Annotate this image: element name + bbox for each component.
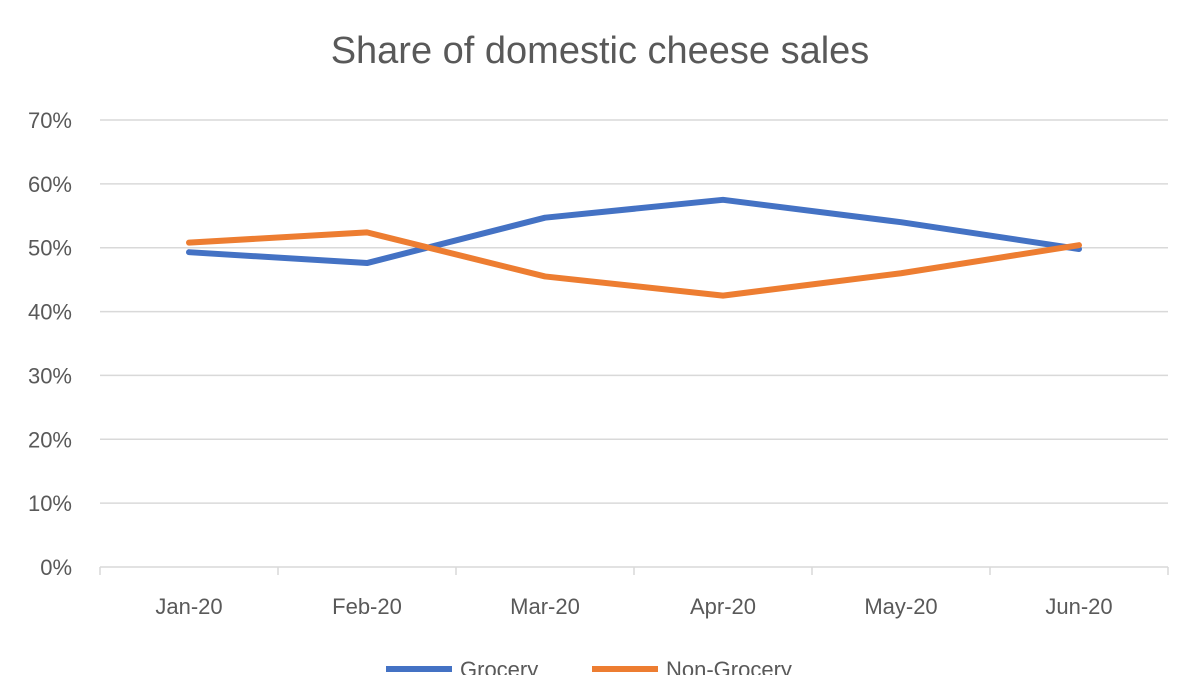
gridlines bbox=[100, 119, 1168, 504]
legend-label: Grocery bbox=[460, 657, 538, 675]
y-tick-label: 20% bbox=[28, 427, 72, 452]
x-tick-label: Mar-20 bbox=[510, 594, 580, 619]
y-tick-label: 60% bbox=[28, 172, 72, 197]
series-line-non-grocery bbox=[186, 229, 1082, 299]
y-axis-tick-labels: 0% 10% 20% 30% 40% 50% 60% 70% bbox=[28, 108, 72, 580]
x-tick-label: Jun-20 bbox=[1045, 594, 1112, 619]
x-axis-tick-labels: Jan-20 Feb-20 Mar-20 Apr-20 May-20 Jun-20 bbox=[155, 594, 1112, 619]
x-axis bbox=[99, 566, 1169, 575]
x-tick-label: Feb-20 bbox=[332, 594, 402, 619]
y-tick-label: 10% bbox=[28, 491, 72, 516]
y-tick-label: 50% bbox=[28, 236, 72, 261]
legend-label: Non-Grocery bbox=[666, 657, 792, 675]
legend: Grocery Non-Grocery bbox=[386, 657, 792, 675]
y-tick-label: 70% bbox=[28, 108, 72, 133]
y-tick-label: 0% bbox=[40, 555, 72, 580]
series-lines bbox=[186, 196, 1082, 299]
x-tick-label: Jan-20 bbox=[155, 594, 222, 619]
x-tick-label: Apr-20 bbox=[690, 594, 756, 619]
x-tick-label: May-20 bbox=[864, 594, 937, 619]
series-line-grocery bbox=[186, 196, 1082, 267]
chart-title: Share of domestic cheese sales bbox=[331, 30, 870, 72]
y-tick-label: 30% bbox=[28, 363, 72, 388]
y-tick-label: 40% bbox=[28, 300, 72, 325]
